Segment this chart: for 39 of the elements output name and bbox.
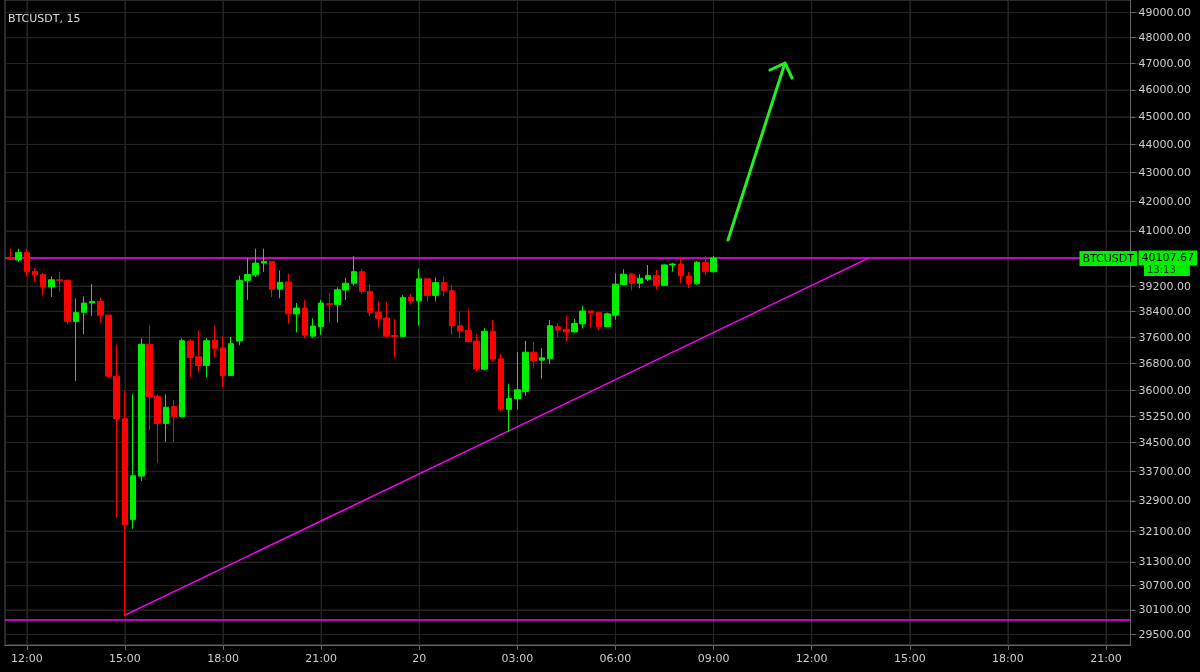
x-tick-label: 15:00 [893, 652, 926, 665]
y-tick-label: 32900.00 [1138, 494, 1192, 508]
y-tick-label: 30100.00 [1138, 603, 1192, 617]
y-tick-label: 43000.00 [1138, 166, 1192, 180]
x-tick-label: 12:00 [795, 652, 828, 665]
y-tick-label: 38400.00 [1138, 304, 1192, 318]
x-tick-label: 12:00 [10, 652, 43, 665]
x-tick-label: 18:00 [992, 652, 1024, 665]
y-tick-label: 46000.00 [1138, 83, 1192, 97]
y-tick-label: 47000.00 [1138, 57, 1192, 71]
y-tick-label: 32100.00 [1138, 524, 1192, 538]
text: BTCUSDT, 15 [8, 12, 81, 25]
x-tick-label: 18:00 [207, 652, 239, 665]
y-tick-label: 37600.00 [1138, 330, 1192, 344]
y-tick-label: 39200.00 [1138, 279, 1192, 293]
x-tick-label: 15:00 [109, 652, 141, 665]
x-tick-label: 09:00 [697, 652, 730, 665]
y-tick-label: 30700.00 [1138, 579, 1192, 593]
x-tick-label: 21:00 [305, 652, 337, 665]
y-tick-label: 34500.00 [1138, 436, 1192, 450]
y-tick-label: 44000.00 [1138, 137, 1192, 151]
y-tick-label: 36800.00 [1138, 356, 1192, 370]
y-tick-label: 35250.00 [1138, 409, 1192, 423]
y-tick-label: 41000.00 [1138, 224, 1192, 238]
y-tick-label: 36000.00 [1138, 383, 1192, 397]
x-tick-label: 21:00 [1090, 652, 1122, 665]
y-tick-label: 42000.00 [1138, 194, 1192, 208]
text: 13:13 [1147, 264, 1176, 276]
y-tick-label: 31300.00 [1138, 555, 1192, 569]
y-tick-label: 45000.00 [1138, 110, 1192, 124]
x-tick-label: 06:00 [599, 652, 632, 665]
y-tick-label: 29500.00 [1138, 628, 1192, 642]
y-tick-label: 49000.00 [1138, 5, 1192, 19]
y-tick-label: 40107.67 [1141, 251, 1195, 265]
y-tick-label: 33700.00 [1138, 464, 1192, 478]
y-tick-label: 48000.00 [1138, 31, 1192, 45]
x-tick-label: 20 [412, 652, 427, 665]
x-tick-label: 03:00 [501, 652, 534, 665]
annotation: BTCUSDT [1082, 251, 1135, 265]
